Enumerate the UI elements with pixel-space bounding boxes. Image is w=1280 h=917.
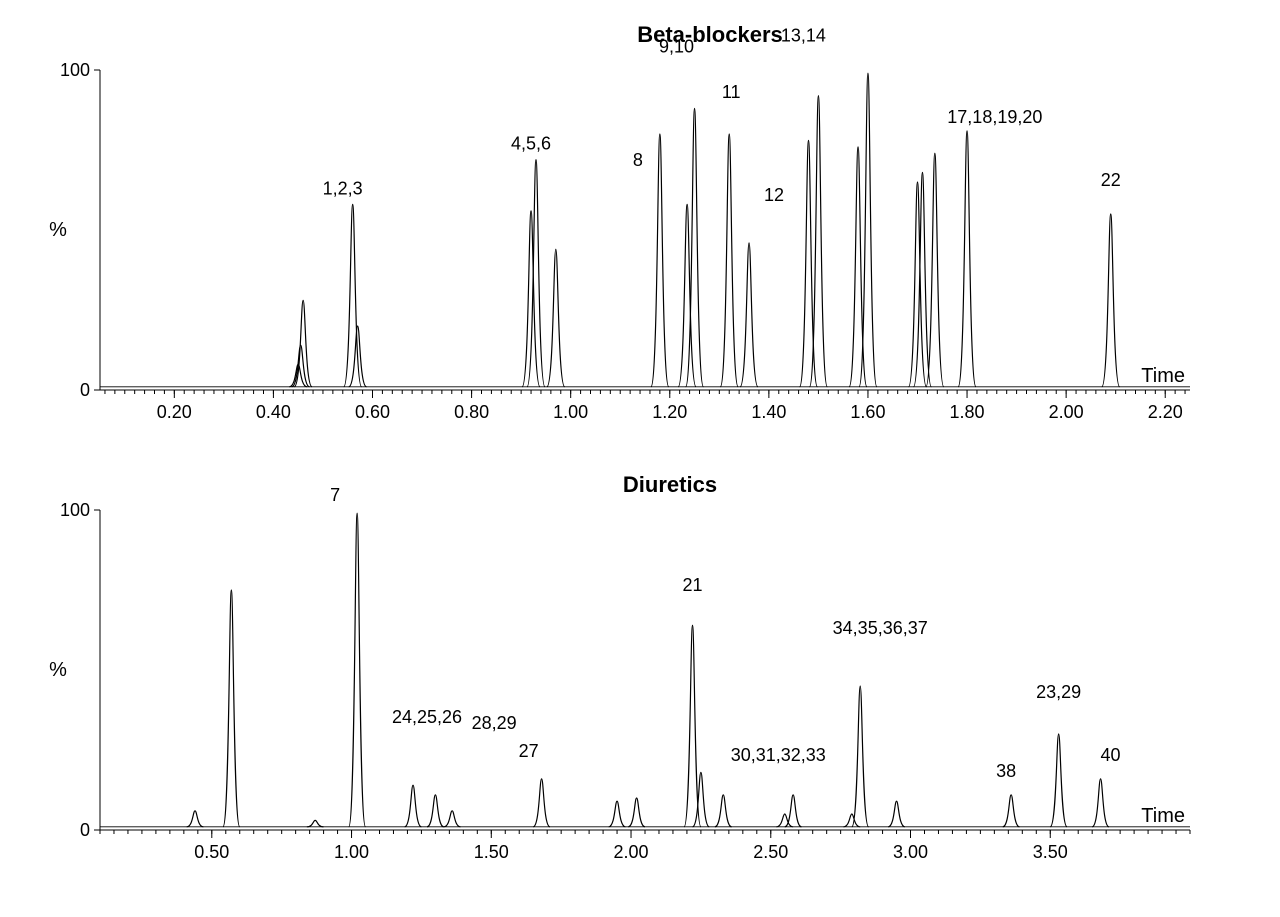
bot-peak-label: 40 [1101,745,1121,765]
bot-peak [1003,795,1020,827]
bot-xtick: 1.50 [474,842,509,862]
bot-peak [693,772,710,826]
top-peak-label: 9,10 [659,36,694,56]
top-peak [958,131,976,387]
bot-peak-label: 34,35,36,37 [833,618,928,638]
bot-peak [427,795,444,827]
bot-ytick: 100 [60,500,90,520]
bot-peak [628,798,645,827]
bot-peak [776,814,793,827]
top-chart-svg: Beta-blockers0100%0.200.400.600.801.001.… [30,20,1250,440]
top-ylabel: % [49,219,67,241]
top-peak [651,134,669,387]
top-xtick: 0.20 [157,402,192,422]
top-xlabel: Time [1141,365,1185,387]
bot-peak [888,801,905,827]
top-xtick: 1.20 [652,402,687,422]
top-peak-label: 22 [1101,170,1121,190]
bot-ytick: 0 [80,820,90,840]
bot-peak [444,811,461,827]
top-xtick: 2.20 [1148,402,1183,422]
top-peak-label: 8 [633,150,643,170]
bot-peak [223,590,240,827]
top-peak [1102,214,1120,387]
top-peak [344,204,362,386]
top-xtick: 1.00 [553,402,588,422]
bottom-chart-svg: Diuretics 0 100% 0.50 1.00 1.50 2.00 2.50 3.00 3.… [30,460,1250,880]
bot-xtick: 3.50 [1033,842,1068,862]
bot-peak [843,814,860,827]
bot-peak [715,795,732,827]
bot-peak [785,795,802,827]
top-xtick: 1.40 [751,402,786,422]
top-xtick: 0.80 [454,402,489,422]
top-peak-label: 1,2,3 [323,178,363,198]
top-peak [720,134,738,387]
top-peak [859,73,877,387]
top-xtick: 0.60 [355,402,390,422]
bot-peak-label: 28,29 [472,713,517,733]
top-ytick: 100 [60,60,90,80]
bot-peak-label: 21 [682,575,702,595]
bot-peak-label: 24,25,26 [392,707,462,727]
top-peak-label: 11 [722,82,741,102]
top-peak-label: 12 [764,185,784,205]
top-xtick: 1.80 [950,402,985,422]
bot-peak [349,513,366,827]
top-ytick: 0 [80,380,90,400]
bot-peak [533,779,550,827]
top-xtick: 2.00 [1049,402,1084,422]
bot-peak-label: 38 [996,761,1016,781]
bottom-panel: Diuretics 0 100% 0.50 1.00 1.50 2.00 2.50 3.00 3.… [30,460,1250,880]
bot-xlabel: Time [1141,805,1185,827]
bot-title: Diuretics [623,472,717,497]
top-xtick: 1.60 [850,402,885,422]
top-xtick: 0.40 [256,402,291,422]
bot-peak-label: 7 [330,485,340,505]
top-peak-label: 17,18,19,20 [947,107,1042,127]
bot-peak [852,686,869,827]
bot-xtick: 3.00 [893,842,928,862]
bot-peak [1050,734,1067,827]
bot-peak [1092,779,1109,827]
bot-peak-label: 27 [519,741,539,761]
top-peak [926,153,944,387]
bot-ylabel: % [49,659,67,681]
bot-peak-label: 23,29 [1036,682,1081,702]
top-panel: Beta-blockers0100%0.200.400.600.801.001.… [30,20,1250,440]
bot-xtick: 2.00 [614,842,649,862]
top-peak [809,96,827,387]
bot-peak [187,811,204,827]
top-peak [740,243,758,387]
top-peak-label: 4,5,6 [511,134,551,154]
top-peak [547,249,565,387]
figure-wrap: Beta-blockers0100%0.200.400.600.801.001.… [0,0,1280,917]
bot-peak [405,785,422,827]
bot-peak [609,801,626,827]
bot-xtick: 2.50 [753,842,788,862]
bot-xtick: 0.50 [194,842,229,862]
top-peak-label: 13,14 [781,26,826,46]
bot-peak [307,820,324,826]
bot-xtick: 1.00 [334,842,369,862]
top-peak [678,204,696,386]
bot-peak-label: 30,31,32,33 [731,745,826,765]
